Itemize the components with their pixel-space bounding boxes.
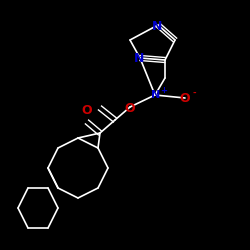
Text: O: O <box>180 92 190 106</box>
Text: -: - <box>193 88 196 98</box>
Text: N: N <box>151 90 160 101</box>
Text: +: + <box>160 86 167 95</box>
Text: N: N <box>152 20 163 33</box>
Text: O: O <box>82 104 92 118</box>
Text: N: N <box>134 52 144 64</box>
Text: O: O <box>124 102 135 115</box>
